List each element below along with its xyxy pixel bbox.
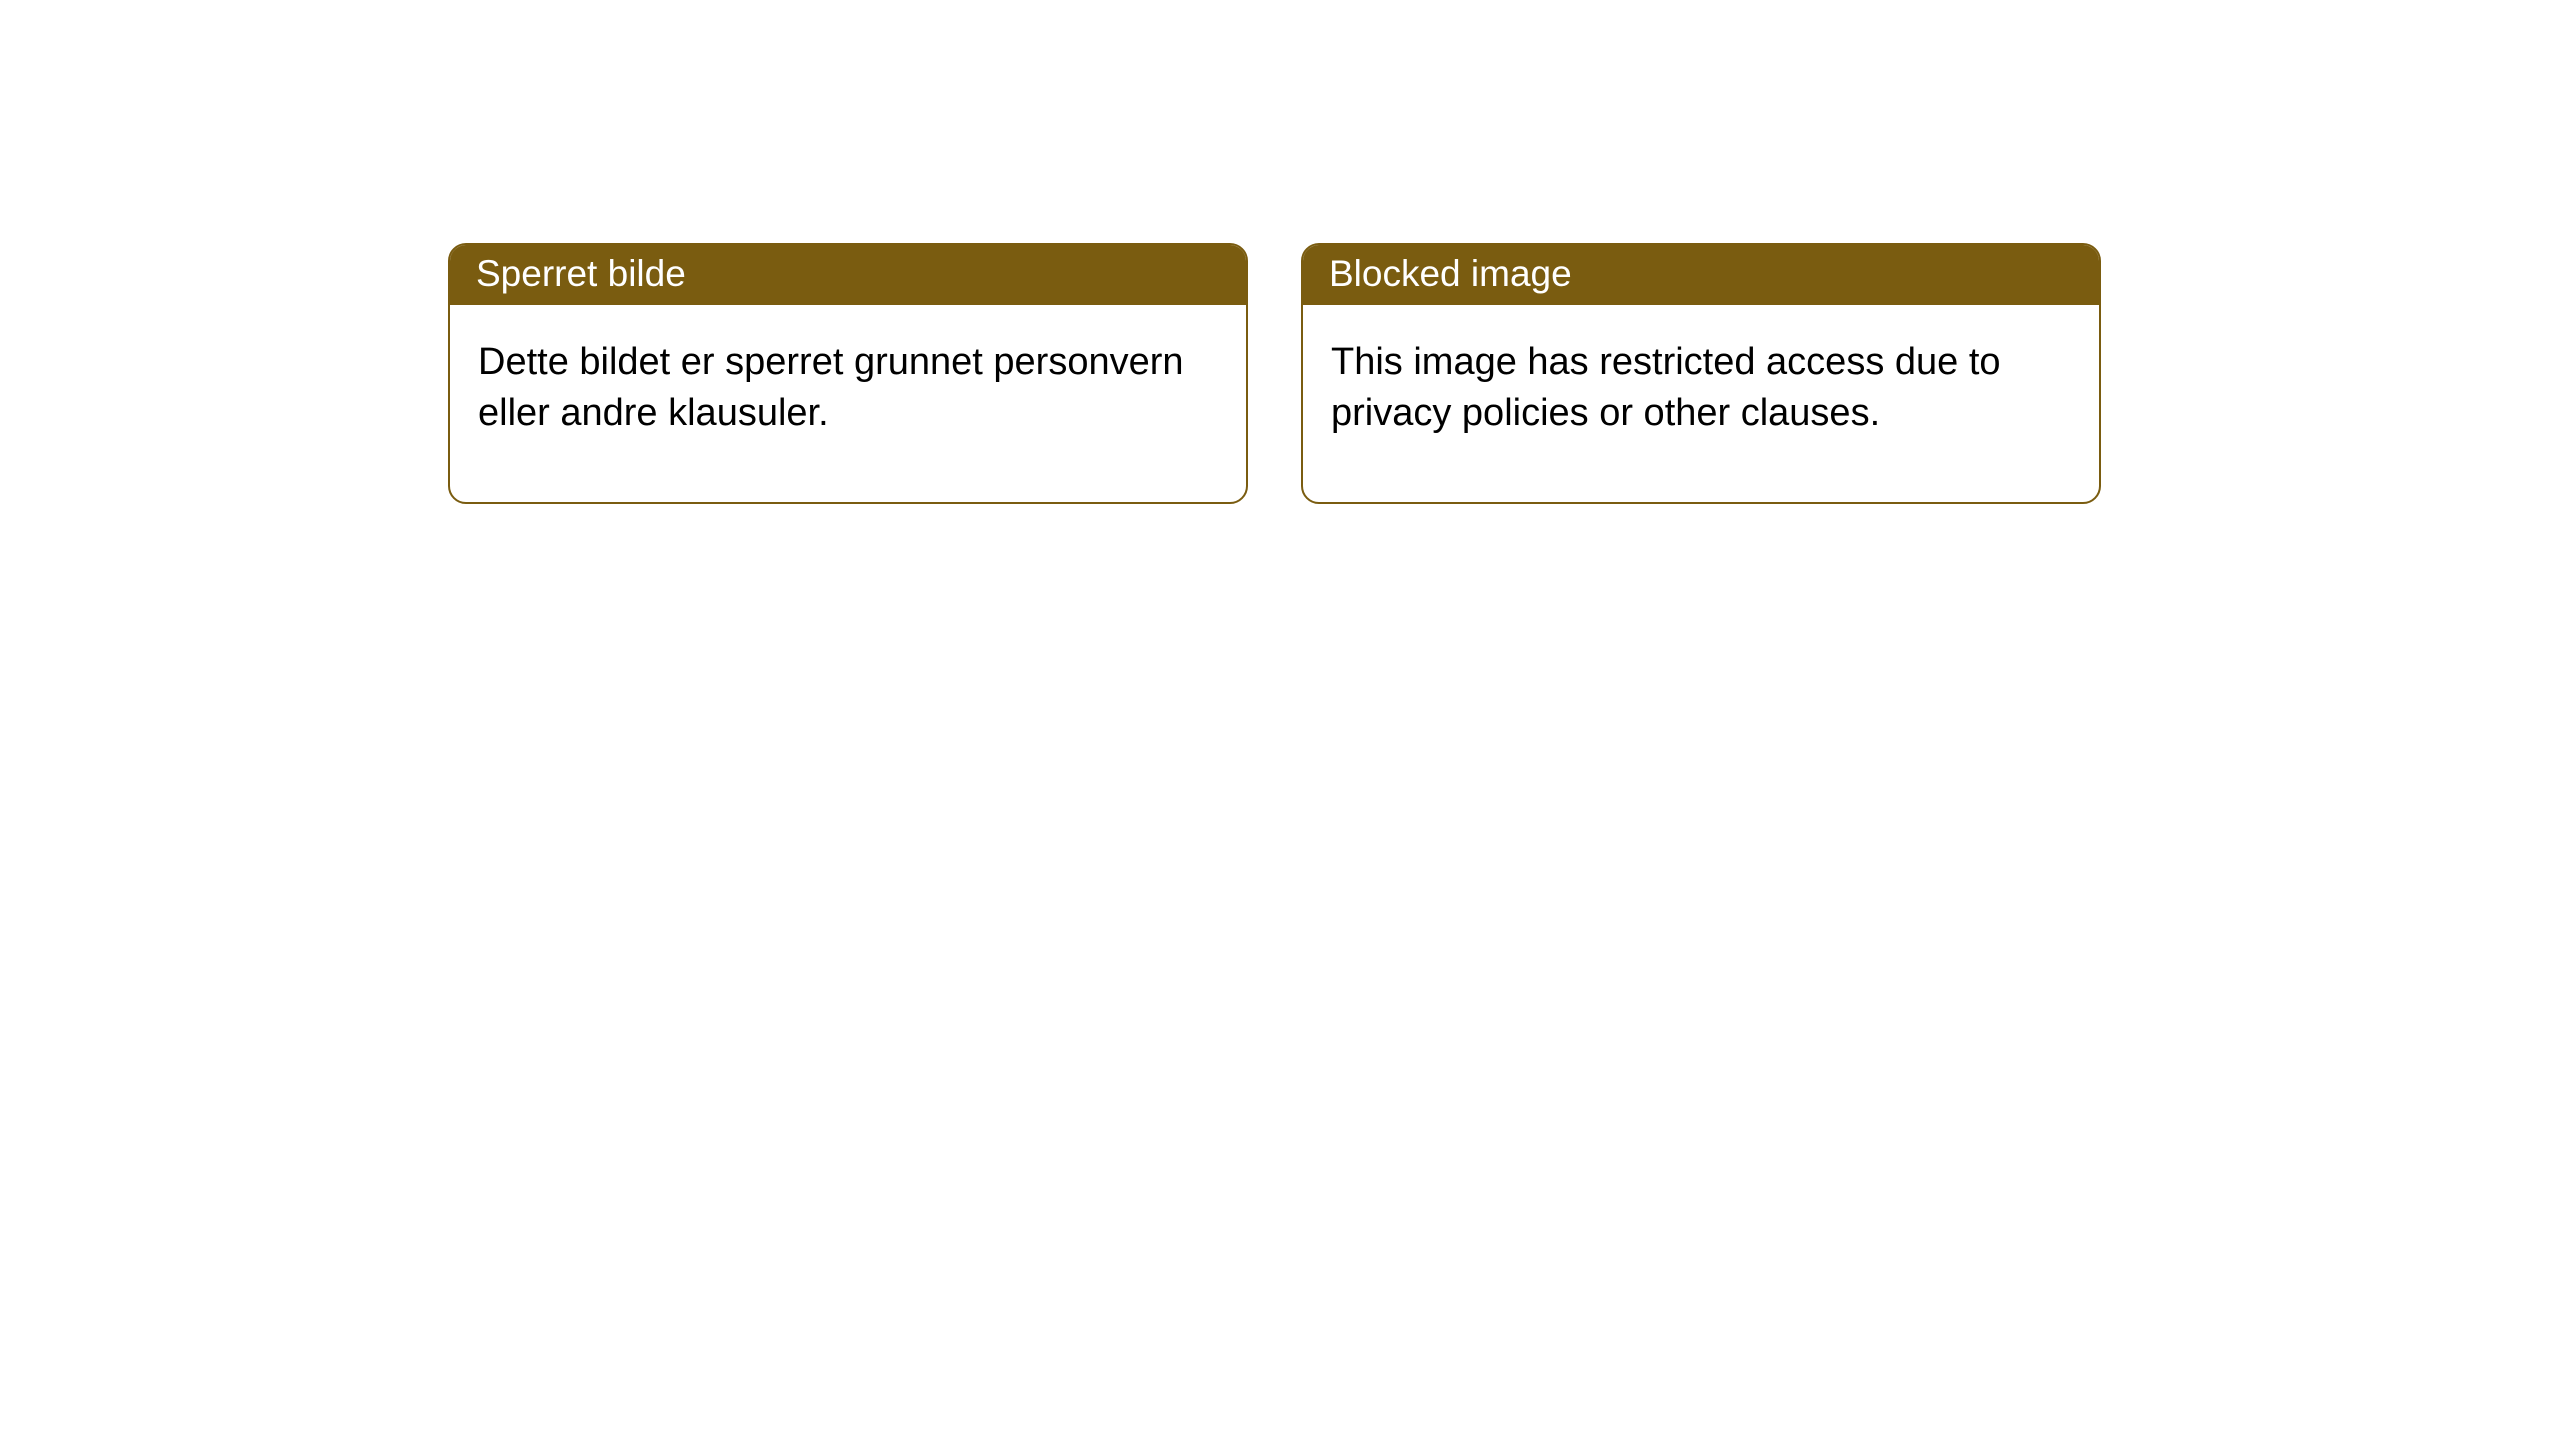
notice-card-norwegian: Sperret bilde Dette bildet er sperret gr… [448, 243, 1248, 504]
notice-header: Sperret bilde [450, 245, 1246, 305]
notice-body: This image has restricted access due to … [1303, 305, 2099, 502]
notice-header: Blocked image [1303, 245, 2099, 305]
notice-container: Sperret bilde Dette bildet er sperret gr… [0, 0, 2560, 504]
notice-body: Dette bildet er sperret grunnet personve… [450, 305, 1246, 502]
notice-card-english: Blocked image This image has restricted … [1301, 243, 2101, 504]
